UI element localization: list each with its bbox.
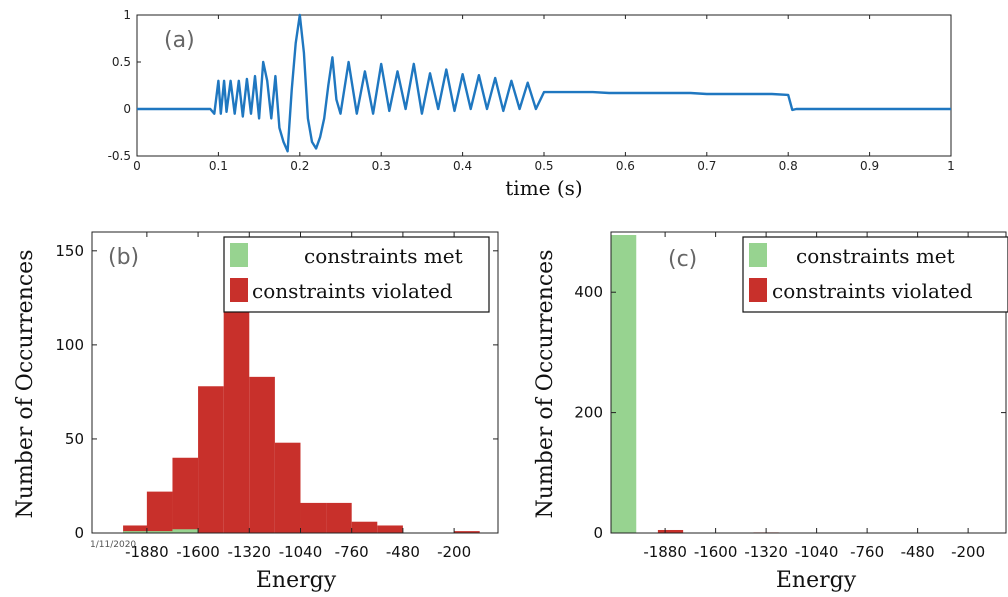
bar-violated xyxy=(300,502,327,533)
legend-c-violated-swatch xyxy=(749,278,767,302)
x-tick-label: 0.4 xyxy=(453,159,472,173)
legend-b-violated-label: constraints violated xyxy=(252,279,453,303)
y-tick-label: -0.5 xyxy=(108,149,131,163)
chart-b-xlabel: Energy xyxy=(256,568,337,593)
x-tick-label: -1040 xyxy=(279,543,323,561)
legend-c-met-label: constraints met xyxy=(796,244,955,268)
plot-frame xyxy=(610,231,1007,534)
x-tick-label: -760 xyxy=(335,543,369,561)
legend-b-violated-swatch xyxy=(230,278,248,302)
x-tick-label: -1880 xyxy=(643,543,687,561)
x-tick-label: 0.7 xyxy=(697,159,716,173)
bar-violated xyxy=(123,525,149,533)
y-tick-label: 0 xyxy=(123,102,131,116)
panel-a-label: (a) xyxy=(164,28,195,53)
signal-line xyxy=(137,13,951,153)
bar-violated xyxy=(249,376,275,533)
plot-frame-a xyxy=(136,14,952,157)
x-tick-label: 0.9 xyxy=(860,159,879,173)
bar-violated xyxy=(657,529,684,533)
bar-violated xyxy=(223,311,250,533)
x-tick-label: -200 xyxy=(437,543,471,561)
bar-violated xyxy=(198,386,224,533)
bar-violated xyxy=(351,521,378,533)
chart-a: 0 0.1 0.2 0.3 0.4 0.5 0.6 0.7 0.8 0.9 1-0.500.51 xyxy=(108,8,955,173)
y-tick-label: 400 xyxy=(574,283,603,301)
legend-c-violated-label: constraints violated xyxy=(772,279,973,303)
x-tick-label: -1600 xyxy=(694,543,738,561)
x-tick-label: -1320 xyxy=(744,543,788,561)
y-tick-label: 150 xyxy=(55,242,84,260)
y-tick-label: 0.5 xyxy=(112,55,131,69)
x-tick-label: 0.1 xyxy=(209,159,228,173)
legend-c: constraints met constraints violated xyxy=(742,236,1008,313)
bar-violated xyxy=(454,531,480,533)
y-tick-label: 0 xyxy=(593,524,603,542)
x-tick-label: 0.2 xyxy=(290,159,309,173)
bar-violated xyxy=(326,502,352,533)
bar-met xyxy=(611,235,637,533)
x-tick-label: -760 xyxy=(850,543,884,561)
plot-frame xyxy=(91,231,499,534)
x-tick-label: 0.3 xyxy=(372,159,391,173)
y-tick-label: 100 xyxy=(55,336,84,354)
x-tick-label: 0.5 xyxy=(534,159,553,173)
x-tick-label: -1040 xyxy=(795,543,839,561)
bar-met xyxy=(172,529,199,533)
x-tick-label: -480 xyxy=(386,543,420,561)
x-tick-label: -1320 xyxy=(227,543,271,561)
chart-c-xlabel: Energy xyxy=(776,568,857,593)
legend-c-met-swatch xyxy=(749,243,767,267)
x-tick-label: -1600 xyxy=(176,543,220,561)
bar-violated xyxy=(172,457,199,533)
x-tick-label: -200 xyxy=(951,543,985,561)
x-tick-label: -480 xyxy=(901,543,935,561)
bar-met xyxy=(146,531,173,533)
y-tick-label: 50 xyxy=(65,430,84,448)
bar-met xyxy=(123,531,149,533)
y-tick-label: 1 xyxy=(123,8,131,22)
legend-b: constraints met constraints violated xyxy=(223,236,490,313)
x-tick-label: 1 xyxy=(947,159,955,173)
chart-b: -1880 -1600 -1320 -1040 -760 -480 -200 0 50 100 15… xyxy=(55,231,499,561)
y-tick-label: 200 xyxy=(574,404,603,422)
chart-c-ylabel: Number of Occurrences xyxy=(533,250,558,519)
chart-a-xlabel: time (s) xyxy=(505,176,582,200)
chart-b-ylabel: Number of Occurrences xyxy=(13,250,38,519)
panel-c-label: (c) xyxy=(668,247,697,272)
bar-violated xyxy=(377,525,403,533)
panel-b-label: (b) xyxy=(108,245,139,270)
legend-b-met-swatch xyxy=(230,243,248,267)
bar-violated xyxy=(146,491,173,533)
x-tick-label: 0 xyxy=(133,159,141,173)
x-tick-label: 0.8 xyxy=(779,159,798,173)
x-tick-label: -1880 xyxy=(125,543,169,561)
x-tick-label: 0.6 xyxy=(616,159,635,173)
y-tick-label: 0 xyxy=(74,524,84,542)
legend-b-met-label: constraints met xyxy=(304,244,463,268)
bar-violated xyxy=(274,442,301,533)
chart-b-stamp: 1/11/2020 xyxy=(90,540,136,550)
chart-c: -1880 -1600 -1320 -1040 -760 -480 -200 0 200 400 xyxy=(574,231,1007,561)
